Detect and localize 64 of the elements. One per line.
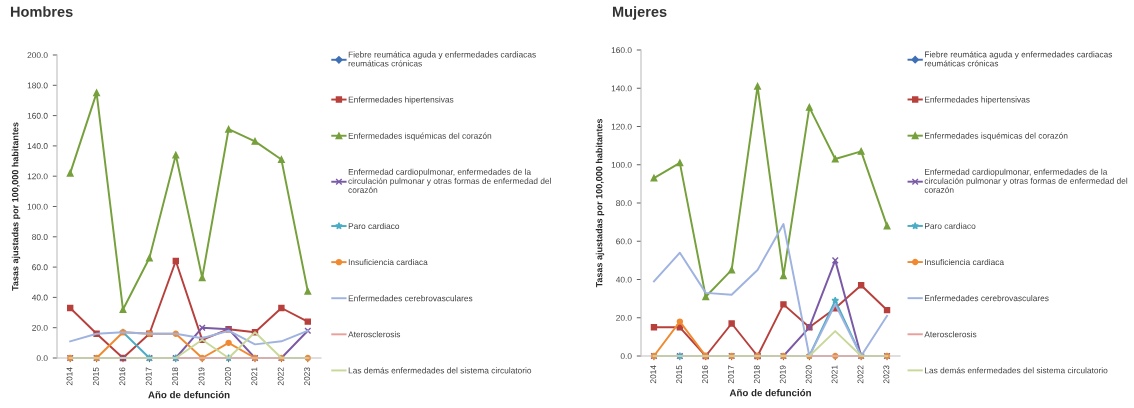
- x-tick-label: 2022: [857, 365, 864, 384]
- x-tick-label: 2021: [831, 365, 838, 384]
- y-tick-label: 180.0: [27, 82, 48, 89]
- legend-label: Enfermedad cardiopulmonar, enfermedades de la circulación pulmonar y otras formas de enfermedad del corazón: [924, 168, 1128, 193]
- y-tick-label: 20.0: [616, 314, 632, 321]
- x-tick-label: 2020: [805, 365, 812, 384]
- x-tick-label: 2014: [66, 367, 73, 386]
- x-tick-label: 2018: [753, 365, 760, 384]
- x-tick-label: 2016: [119, 367, 126, 386]
- y-tick-label: 200.0: [27, 52, 48, 59]
- x-tick-label: 2021: [251, 367, 258, 386]
- y-tick-label: 80.0: [32, 234, 48, 240]
- legend-label: Las demás enfermedades del sistema circulatorio: [925, 367, 1108, 374]
- y-tick-label: 140.0: [611, 85, 632, 92]
- y-tick-label: 160.0: [27, 112, 48, 119]
- y-tick-label: 100.0: [611, 161, 632, 168]
- y-tick-label: 20.0: [32, 324, 48, 331]
- y-tick-label: 100.0: [27, 203, 48, 210]
- legend-label: Enfermedades cerebrovasculares: [348, 295, 473, 302]
- x-tick-label: 2015: [92, 367, 99, 386]
- legend-label: Aterosclerosis: [348, 331, 401, 338]
- chart-title: Mujeres: [612, 6, 667, 20]
- x-axis-title: Año de defunción: [729, 389, 811, 397]
- y-tick-label: 60.0: [616, 238, 632, 245]
- y-tick-label: 80.0: [616, 200, 632, 207]
- y-tick-label: 0.0: [36, 355, 48, 362]
- y-axis-title: Tasas ajustadas por 100,000 habitantes: [595, 118, 605, 288]
- y-axis-title: Tasas ajustadas por 100,000 habitantes: [11, 122, 21, 291]
- x-tick-label: 2019: [779, 365, 786, 384]
- y-tick-label: 40.0: [31, 294, 48, 301]
- x-tick-label: 2015: [676, 365, 683, 384]
- chart-title: Hombres: [10, 6, 73, 17]
- x-axis-title: Año de defunción: [148, 391, 230, 399]
- x-tick-label: 2023: [883, 365, 890, 384]
- y-tick-label: 120.0: [611, 123, 632, 130]
- y-tick-label: 0.0: [620, 353, 632, 360]
- legend-label: Enfermedades isquémicas del corazón: [925, 132, 1068, 141]
- x-tick-label: 2023: [304, 367, 311, 386]
- y-tick-label: 60.0: [32, 264, 48, 271]
- x-tick-label: 2016: [702, 365, 708, 384]
- y-tick-label: 40.0: [615, 276, 632, 283]
- x-tick-label: 2017: [727, 365, 734, 384]
- legend-label: Enfermedades hipertensivas: [925, 96, 1030, 105]
- y-tick-label: 160.0: [611, 47, 632, 54]
- legend-label: Enfermedades cerebrovasculares: [925, 295, 1049, 302]
- legend-label: Aterosclerosis: [924, 331, 977, 338]
- legend-label: Enfermedad cardiopulmonar, enfermedades de la circulación pulmonar y otras formas de enfermedad del corazón: [348, 168, 551, 193]
- x-tick-label: 2020: [224, 367, 231, 386]
- x-tick-label: 2018: [172, 367, 179, 386]
- legend-label: Fiebre reumática aguda y enfermedades cardiacas reumáticas crónicas: [348, 51, 536, 67]
- y-tick-label: 120.0: [27, 173, 48, 180]
- legend-label: Enfermedades isquémicas del corazón: [348, 132, 492, 141]
- legend-label: Paro cardiaco: [925, 222, 976, 229]
- y-tick-label: 140.0: [27, 143, 48, 149]
- legend-label: Fiebre reumática aguda y enfermedades cardiacas reumáticas crónicas: [924, 51, 1113, 67]
- legend-label: Enfermedades hipertensivas: [348, 96, 454, 105]
- legend-label: Las demás enfermedades del sistema circulatorio: [348, 367, 532, 374]
- legend-label: Paro cardiaco: [348, 222, 400, 230]
- legend-label: Insuficiencia cardiaca: [925, 258, 1005, 266]
- x-tick-label: 2022: [277, 367, 284, 386]
- x-tick-label: 2017: [145, 367, 152, 386]
- x-tick-label: 2019: [198, 367, 205, 386]
- legend-label: Insuficiencia cardiaca: [348, 259, 428, 266]
- x-tick-label: 2014: [650, 365, 657, 384]
